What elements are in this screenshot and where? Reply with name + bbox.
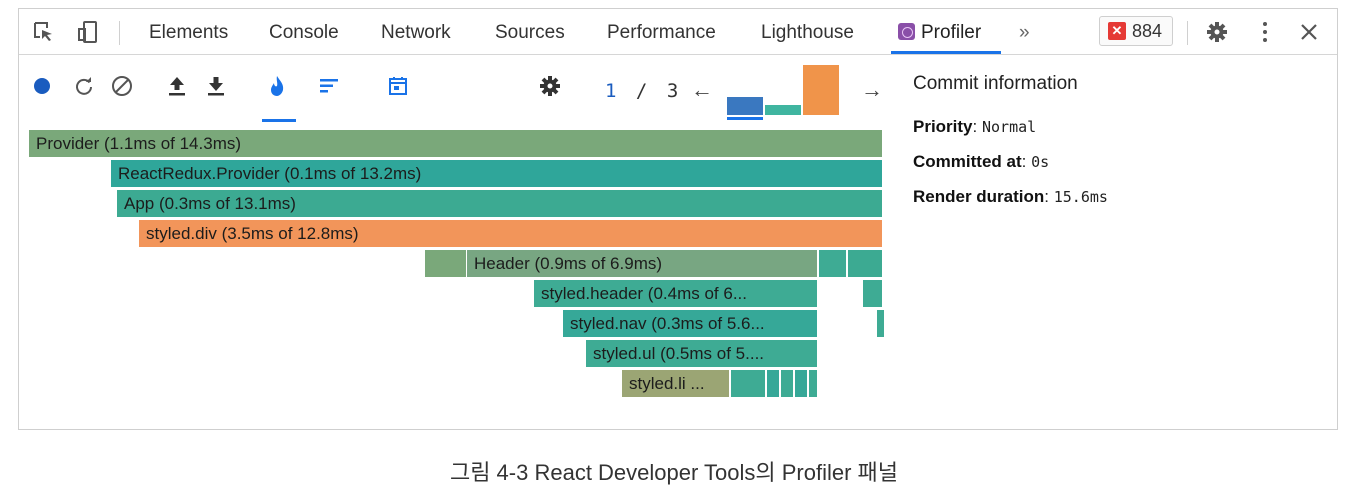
tab-sources[interactable]: Sources <box>495 22 565 43</box>
inspect-element-icon[interactable] <box>31 19 57 45</box>
committed-at-value: 0s <box>1031 153 1050 171</box>
flamegraph-bar-provider[interactable]: Provider (1.1ms of 14.3ms) <box>29 130 882 157</box>
commit-bar[interactable] <box>765 105 801 115</box>
tab-network[interactable]: Network <box>381 22 451 43</box>
flamegraph-bar-unlabeled[interactable] <box>863 280 882 307</box>
active-tab-indicator <box>891 51 1001 54</box>
flamegraph-bar-styled-ul[interactable]: styled.ul (0.5ms of 5.... <box>586 340 817 367</box>
error-count-badge[interactable]: ✕ 884 <box>1099 16 1173 46</box>
flamegraph-bar-unlabeled[interactable] <box>781 370 793 397</box>
flamegraph-bar-unlabeled[interactable] <box>425 250 466 277</box>
commit-total: 3 <box>666 80 679 102</box>
flamegraph-bar-styled-header[interactable]: styled.header (0.4ms of 6... <box>534 280 817 307</box>
priority-label: Priority <box>913 117 973 136</box>
commit-counter: 1 / 3 <box>605 80 678 102</box>
render-duration-label: Render duration <box>913 187 1045 206</box>
flamegraph-bar-unlabeled[interactable] <box>767 370 779 397</box>
committed-at-label: Committed at <box>913 152 1022 171</box>
tab-lighthouse[interactable]: Lighthouse <box>761 22 854 43</box>
tab-profiler-label: Profiler <box>921 22 982 43</box>
flamegraph-chart: Provider (1.1ms of 14.3ms) ReactRedux.Pr… <box>19 127 887 407</box>
timeline-icon[interactable] <box>385 73 411 99</box>
clear-icon[interactable] <box>109 73 135 99</box>
commit-info-panel: Commit information Priority: Normal Comm… <box>913 69 1333 207</box>
figure-caption: 그림 4-3 React Developer Tools의 Profiler 패… <box>449 460 899 485</box>
flamegraph-bar-unlabeled[interactable] <box>819 250 846 277</box>
render-duration-row: Render duration: 15.6ms <box>913 187 1108 206</box>
more-tabs-button[interactable]: » <box>1019 22 1030 43</box>
reload-profile-icon[interactable] <box>71 73 97 99</box>
tab-console[interactable]: Console <box>269 22 339 43</box>
error-icon: ✕ <box>1108 22 1126 40</box>
devtools-window: Elements Console Network Sources Perform… <box>18 8 1338 430</box>
commit-bar[interactable] <box>727 97 763 115</box>
commit-bar[interactable] <box>803 65 839 115</box>
commit-separator: / <box>635 80 648 102</box>
flamegraph-bar-unlabeled[interactable] <box>848 250 882 277</box>
close-icon[interactable] <box>1296 19 1322 45</box>
flamegraph-bar-unlabeled[interactable] <box>795 370 807 397</box>
flamegraph-bar-header[interactable]: Header (0.9ms of 6.9ms) <box>467 250 817 277</box>
settings-gear-icon[interactable] <box>537 73 563 99</box>
toolbar-separator <box>119 21 120 45</box>
profiler-toolbar: 1 / 3 ← → <box>19 55 1337 123</box>
priority-value: Normal <box>981 118 1037 136</box>
tab-profiler[interactable]: Profiler <box>898 22 981 44</box>
error-count: 884 <box>1132 20 1163 41</box>
flamegraph-bar-styled-nav[interactable]: styled.nav (0.3ms of 5.6... <box>563 310 817 337</box>
previous-commit-button[interactable]: ← <box>691 77 713 102</box>
flamegraph-bar-styled-div[interactable]: styled.div (3.5ms of 12.8ms) <box>139 220 882 247</box>
commit-selector[interactable] <box>727 65 839 115</box>
render-duration-value: 15.6ms <box>1053 188 1108 206</box>
committed-at-row: Committed at: 0s <box>913 152 1050 171</box>
commit-current: 1 <box>605 80 617 102</box>
ranked-chart-icon[interactable] <box>316 73 342 99</box>
tab-elements[interactable]: Elements <box>149 22 229 43</box>
commit-info-title: Commit information <box>913 73 1078 94</box>
load-profile-icon[interactable] <box>164 73 190 99</box>
priority-row: Priority: Normal <box>913 117 1037 136</box>
gear-icon[interactable] <box>1204 19 1230 45</box>
react-profiler-icon <box>898 23 915 40</box>
flamegraph-bar-app[interactable]: App (0.3ms of 13.1ms) <box>117 190 882 217</box>
flamegraph-bar-unlabeled[interactable] <box>809 370 817 397</box>
next-commit-button[interactable]: → <box>861 77 883 102</box>
toolbar-separator <box>1187 21 1188 45</box>
flamegraph-icon[interactable] <box>264 73 290 99</box>
save-profile-icon[interactable] <box>203 73 229 99</box>
devtools-tab-bar: Elements Console Network Sources Perform… <box>19 9 1337 55</box>
tab-performance[interactable]: Performance <box>607 22 716 43</box>
active-view-indicator <box>262 119 296 122</box>
device-toolbar-icon[interactable] <box>75 19 101 45</box>
flamegraph-bar-reactredux-provider[interactable]: ReactRedux.Provider (0.1ms of 13.2ms) <box>111 160 882 187</box>
flamegraph-bar-styled-li[interactable]: styled.li ... <box>622 370 729 397</box>
selected-commit-indicator <box>727 117 763 120</box>
more-vertical-icon[interactable] <box>1252 19 1278 45</box>
flamegraph-bar-unlabeled[interactable] <box>877 310 884 337</box>
flamegraph-bar-unlabeled[interactable] <box>731 370 765 397</box>
record-icon[interactable] <box>29 73 55 99</box>
